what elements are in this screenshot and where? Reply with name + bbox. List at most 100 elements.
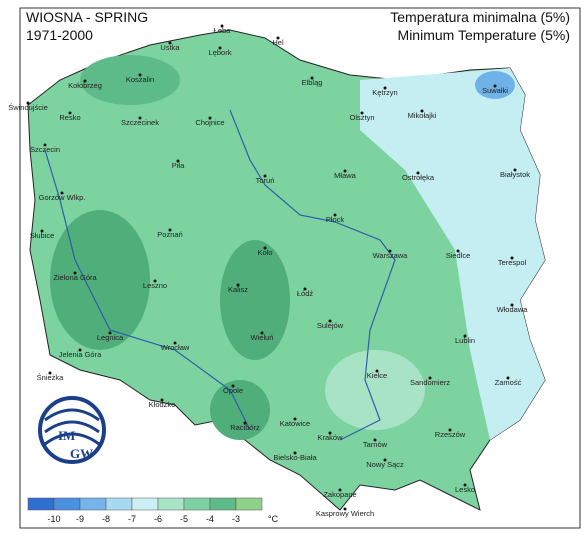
city-dot — [303, 287, 307, 291]
legend-label: -5 — [180, 514, 188, 524]
city-dot — [236, 283, 240, 287]
legend-swatch — [79, 497, 107, 511]
city-dot — [68, 111, 72, 115]
city-dot — [343, 169, 347, 173]
city-label: Leszno — [143, 281, 167, 290]
city-label: Sandomierz — [410, 378, 450, 387]
city-label: Legnica — [97, 333, 124, 342]
city-dot — [138, 73, 142, 77]
city-dot — [153, 279, 157, 283]
city-dot — [510, 256, 514, 260]
legend-swatch — [157, 497, 185, 511]
city-label: Racibórz — [230, 423, 260, 432]
city-dot — [463, 334, 467, 338]
cool-patch — [325, 350, 425, 430]
city-dot — [173, 341, 177, 345]
city-label: Ustka — [160, 43, 180, 52]
city-label: Zakopane — [323, 490, 356, 499]
city-label: Kalisz — [228, 285, 248, 294]
city-label: Jelenia Góra — [59, 350, 102, 359]
city-label: Piła — [172, 161, 185, 170]
city-label: Gorzów Wlkp. — [39, 193, 86, 202]
city-label: Elbląg — [302, 78, 323, 87]
city-label: Lublin — [455, 336, 475, 345]
city-dot — [360, 111, 364, 115]
logo-text: IM — [58, 428, 75, 443]
city-dot — [383, 86, 387, 90]
legend-swatch — [105, 497, 133, 511]
city-dot — [263, 174, 267, 178]
east-cold-zone — [360, 68, 545, 440]
city-dot — [456, 249, 460, 253]
legend-swatch — [183, 497, 211, 511]
city-dot — [78, 348, 82, 352]
city-dot — [160, 398, 164, 402]
city-dot — [40, 229, 44, 233]
city-dot — [293, 451, 297, 455]
city-label: Terespol — [498, 258, 527, 267]
city-dot — [328, 319, 332, 323]
city-dot — [60, 191, 64, 195]
season: WIOSNA - SPRING — [26, 9, 148, 25]
city-label: Olsztyn — [349, 113, 374, 122]
city-dot — [276, 36, 280, 40]
city-dot — [218, 46, 222, 50]
city-label: Koło — [257, 248, 272, 257]
city-label: Lębork — [209, 48, 232, 57]
city-dot — [263, 246, 267, 250]
legend-swatch — [235, 497, 263, 511]
city-dot — [420, 109, 424, 113]
city-dot — [463, 483, 467, 487]
city-dot — [73, 271, 77, 275]
city-label: Mława — [334, 171, 357, 180]
legend-swatch — [27, 497, 55, 511]
city-dot — [168, 41, 172, 45]
warm-patch — [220, 240, 290, 360]
city-label: Resko — [59, 113, 80, 122]
city-dot — [510, 303, 514, 307]
city-label: Kraków — [317, 433, 343, 442]
legend-label: -9 — [76, 514, 84, 524]
legend-label: -8 — [102, 514, 110, 524]
city-label: Mikołajki — [408, 111, 437, 120]
legend-label: -3 — [232, 514, 240, 524]
city-label: Włodawa — [497, 305, 529, 314]
city-label: Wrocław — [161, 343, 190, 352]
city-dot — [208, 116, 212, 120]
city-dot — [26, 101, 30, 105]
city-dot — [108, 331, 112, 335]
legend: -10 -9 -8 -7 -6 -5 -4 -3 °C — [27, 497, 279, 524]
city-dot — [388, 249, 392, 253]
cities: Łeba Hel Ustka Lębork Kołobrzeg Koszalin Świno… — [8, 24, 530, 518]
city-label: Kasprowy Wierch — [316, 509, 374, 518]
period: 1971-2000 — [26, 27, 93, 43]
logo: IM GW — [38, 396, 106, 464]
city-label: Katowice — [280, 419, 310, 428]
city-label: Toruń — [256, 176, 275, 185]
city-label: Sulejów — [317, 321, 344, 330]
city-dot — [513, 168, 517, 172]
city-dot — [220, 24, 224, 28]
city-label: Zamość — [495, 378, 522, 387]
city-dot — [243, 421, 247, 425]
legend-swatch — [209, 497, 237, 511]
city-dot — [260, 331, 264, 335]
city-dot — [373, 438, 377, 442]
city-label: Hel — [272, 38, 284, 47]
city-label: Kołobrzeg — [68, 81, 102, 90]
city-label: Zielona Góra — [53, 273, 97, 282]
city-label: Szczecinek — [121, 118, 159, 127]
city-dot — [383, 458, 387, 462]
city-label: Łeba — [214, 26, 232, 35]
logo-text: GW — [70, 446, 93, 461]
city-dot — [48, 371, 52, 375]
warm-patch — [80, 55, 180, 105]
city-dot — [343, 507, 347, 511]
city-dot — [416, 171, 420, 175]
city-label: Białystok — [500, 170, 530, 179]
city-dot — [428, 376, 432, 380]
city-label: Opole — [223, 386, 243, 395]
city-dot — [43, 143, 47, 147]
city-label: Siedlce — [446, 251, 471, 260]
